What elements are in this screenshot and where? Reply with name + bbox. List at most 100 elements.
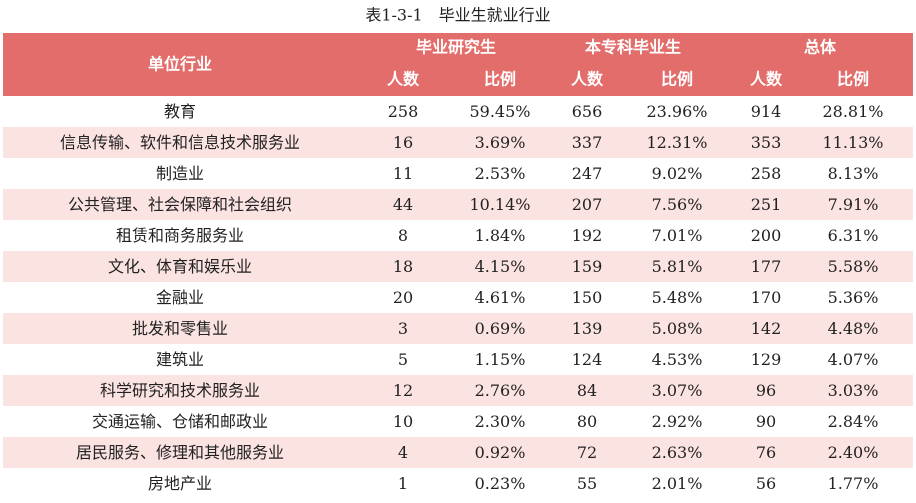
row-label: 科学研究和技术服务业 bbox=[100, 381, 260, 400]
cell: 76 bbox=[756, 443, 776, 462]
cell: 84 bbox=[577, 381, 597, 400]
cell: 16 bbox=[393, 133, 413, 152]
cell: 656 bbox=[572, 102, 603, 121]
cell: 3.07% bbox=[652, 381, 703, 400]
cell: 2.76% bbox=[475, 381, 526, 400]
row-label: 制造业 bbox=[156, 164, 204, 183]
sub-header: 人数 bbox=[387, 70, 420, 89]
cell: 129 bbox=[751, 350, 782, 369]
cell: 2.63% bbox=[652, 443, 703, 462]
row-stripe bbox=[3, 313, 913, 344]
sub-header: 比例 bbox=[837, 70, 869, 89]
cell: 5.48% bbox=[652, 288, 703, 307]
cell: 11 bbox=[393, 164, 413, 183]
cell: 7.91% bbox=[828, 195, 879, 214]
cell: 124 bbox=[572, 350, 603, 369]
cell: 914 bbox=[751, 102, 782, 121]
row-label: 房地产业 bbox=[148, 474, 212, 493]
row-label: 文化、体育和娱乐业 bbox=[108, 257, 252, 276]
cell: 0.69% bbox=[475, 319, 526, 338]
group-header: 本专科毕业生 bbox=[585, 38, 681, 57]
row-label: 金融业 bbox=[156, 288, 204, 307]
cell: 1.15% bbox=[475, 350, 526, 369]
cell: 18 bbox=[393, 257, 413, 276]
cell: 2.30% bbox=[475, 412, 526, 431]
group-header: 毕业研究生 bbox=[416, 38, 496, 57]
row-label: 批发和零售业 bbox=[132, 319, 228, 338]
row-label: 租赁和商务服务业 bbox=[116, 226, 244, 245]
cell: 5.81% bbox=[652, 257, 703, 276]
row-stripe bbox=[3, 189, 913, 220]
cell: 4.07% bbox=[828, 350, 879, 369]
row-label: 信息传输、软件和信息技术服务业 bbox=[60, 133, 300, 152]
cell: 251 bbox=[751, 195, 782, 214]
cell: 56 bbox=[756, 474, 776, 493]
cell: 7.01% bbox=[652, 226, 703, 245]
cell: 10.14% bbox=[469, 195, 530, 214]
cell: 150 bbox=[572, 288, 603, 307]
group-header: 总体 bbox=[804, 38, 837, 57]
cell: 3.69% bbox=[475, 133, 526, 152]
cell: 337 bbox=[572, 133, 603, 152]
cell: 5 bbox=[398, 350, 408, 369]
row-stripe bbox=[3, 375, 913, 406]
cell: 353 bbox=[751, 133, 782, 152]
cell: 1.84% bbox=[475, 226, 526, 245]
cell: 12 bbox=[393, 381, 413, 400]
cell: 8.13% bbox=[828, 164, 879, 183]
table-title: 表1-3-1 毕业生就业行业 bbox=[365, 6, 550, 25]
cell: 142 bbox=[751, 319, 782, 338]
row-label: 建筑业 bbox=[156, 350, 204, 369]
cell: 20 bbox=[393, 288, 413, 307]
cell: 3 bbox=[398, 319, 408, 338]
cell: 139 bbox=[572, 319, 603, 338]
cell: 90 bbox=[756, 412, 776, 431]
cell: 6.31% bbox=[828, 226, 879, 245]
header-band bbox=[3, 33, 913, 96]
row-label: 居民服务、修理和其他服务业 bbox=[76, 443, 284, 462]
header-cell: 单位行业 bbox=[148, 55, 212, 74]
cell: 1 bbox=[398, 474, 408, 493]
sub-header: 人数 bbox=[571, 70, 604, 89]
cell: 9.02% bbox=[652, 164, 703, 183]
cell: 200 bbox=[751, 226, 782, 245]
cell: 258 bbox=[751, 164, 782, 183]
cell: 2.01% bbox=[652, 474, 703, 493]
row-stripe bbox=[3, 437, 913, 468]
cell: 2.84% bbox=[828, 412, 879, 431]
cell: 258 bbox=[388, 102, 419, 121]
cell: 59.45% bbox=[469, 102, 530, 121]
cell: 10 bbox=[393, 412, 413, 431]
cell: 0.23% bbox=[475, 474, 526, 493]
cell: 0.92% bbox=[475, 443, 526, 462]
row-stripe bbox=[3, 127, 913, 158]
cell: 96 bbox=[756, 381, 776, 400]
cell: 4.48% bbox=[828, 319, 879, 338]
cell: 159 bbox=[572, 257, 603, 276]
cell: 55 bbox=[577, 474, 597, 493]
row-stripe bbox=[3, 251, 913, 282]
sub-header: 人数 bbox=[750, 70, 783, 89]
cell: 4.53% bbox=[652, 350, 703, 369]
cell: 1.77% bbox=[828, 474, 879, 493]
cell: 4.15% bbox=[475, 257, 526, 276]
cell: 4.61% bbox=[475, 288, 526, 307]
cell: 72 bbox=[577, 443, 597, 462]
row-label: 教育 bbox=[164, 102, 196, 121]
row-label: 交通运输、仓储和邮政业 bbox=[92, 412, 268, 431]
cell: 23.96% bbox=[646, 102, 707, 121]
cell: 4 bbox=[398, 443, 408, 462]
cell: 170 bbox=[751, 288, 782, 307]
cell: 192 bbox=[572, 226, 603, 245]
cell: 5.08% bbox=[652, 319, 703, 338]
cell: 207 bbox=[572, 195, 603, 214]
cell: 5.36% bbox=[828, 288, 879, 307]
sub-header: 比例 bbox=[661, 70, 693, 89]
cell: 7.56% bbox=[652, 195, 703, 214]
cell: 8 bbox=[398, 226, 408, 245]
cell: 12.31% bbox=[646, 133, 707, 152]
cell: 3.03% bbox=[828, 381, 879, 400]
cell: 2.92% bbox=[652, 412, 703, 431]
cell: 44 bbox=[393, 195, 413, 214]
